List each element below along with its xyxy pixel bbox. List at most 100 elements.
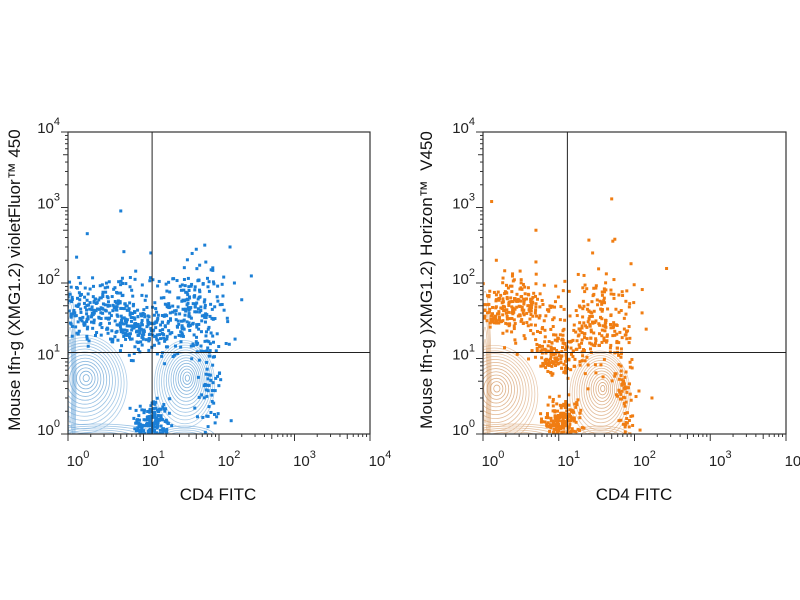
event-dot (510, 330, 514, 334)
event-dot (618, 390, 622, 394)
event-dot (163, 324, 167, 328)
event-dot (534, 338, 538, 342)
event-dot (94, 309, 98, 313)
event-dot (483, 308, 487, 312)
event-dot (565, 409, 569, 413)
contour-line (68, 326, 74, 434)
event-dot (597, 343, 601, 347)
event-dot (151, 333, 155, 337)
event-dot (34, 306, 37, 309)
event-dot (64, 315, 67, 318)
event-dot (119, 209, 123, 213)
event-dot (480, 302, 483, 305)
event-dot (104, 316, 108, 320)
contour-line (68, 337, 125, 430)
event-dot (125, 320, 129, 324)
contour-line (68, 429, 130, 434)
event-dot (154, 307, 158, 311)
event-dot (210, 399, 214, 403)
event-dot (167, 411, 171, 415)
event-dot (92, 308, 96, 312)
event-dot (77, 329, 81, 333)
event-dot (205, 339, 209, 343)
event-dot (135, 340, 139, 344)
contour-line (168, 354, 204, 406)
event-dot (455, 332, 458, 335)
event-dot (211, 363, 215, 367)
event-dot (555, 421, 559, 425)
event-dot (617, 419, 621, 423)
event-dot (520, 305, 524, 309)
event-dot (120, 294, 124, 298)
event-dot (173, 335, 177, 339)
event-dot (562, 402, 566, 406)
event-dot (203, 243, 207, 247)
event-dot (488, 325, 492, 329)
event-dot (558, 414, 562, 418)
event-dot (132, 351, 136, 355)
event-dot (593, 320, 597, 324)
event-dot (156, 414, 160, 418)
event-dot (505, 308, 509, 312)
event-dot (571, 429, 575, 433)
event-dot (556, 295, 560, 299)
event-dot (163, 339, 167, 343)
contour-line (68, 354, 108, 405)
event-dot (86, 344, 90, 348)
event-dot (569, 368, 573, 372)
event-dot (553, 414, 557, 418)
event-dot (525, 311, 529, 315)
event-dot (160, 314, 164, 318)
event-dot (217, 345, 221, 349)
event-dot (125, 329, 129, 333)
event-dot (153, 431, 157, 434)
event-dot (130, 328, 134, 332)
event-dot (68, 299, 72, 303)
event-dot (598, 323, 602, 327)
event-dot (125, 324, 129, 328)
event-dot (85, 303, 89, 307)
event-dot (629, 398, 633, 402)
event-dot (109, 314, 113, 318)
event-dot (615, 341, 619, 345)
event-dot (69, 285, 73, 289)
event-dot (461, 299, 464, 302)
event-dot (581, 315, 585, 319)
event-dot (609, 288, 613, 292)
event-dot (544, 351, 548, 355)
event-dot (70, 334, 74, 338)
event-dot (99, 317, 103, 321)
event-dot (523, 292, 527, 296)
event-dot (507, 324, 511, 328)
event-dot (213, 412, 217, 416)
event-dot (152, 435, 155, 438)
event-dot (211, 280, 215, 284)
event-dot (179, 319, 183, 323)
event-dot (542, 283, 546, 287)
event-dot (182, 288, 186, 292)
event-dot (594, 286, 598, 290)
event-dot (103, 303, 107, 307)
event-dot (140, 333, 144, 337)
event-dot (215, 415, 219, 419)
event-dot (514, 299, 518, 303)
event-dot (177, 333, 181, 337)
event-dot (148, 418, 152, 422)
event-dot (560, 424, 564, 428)
event-dot (76, 320, 80, 324)
event-dot (210, 307, 214, 311)
contour-line (68, 351, 111, 409)
event-dot (56, 301, 59, 304)
event-dot (508, 284, 512, 288)
event-dot (547, 361, 551, 365)
contour-line (68, 338, 73, 424)
event-dot (494, 293, 498, 297)
event-dot (534, 272, 538, 276)
event-dot (564, 400, 568, 404)
event-dot (131, 294, 135, 298)
event-dot (603, 301, 607, 305)
event-dot (78, 281, 82, 285)
event-dot (556, 413, 560, 417)
event-dot (589, 328, 593, 332)
event-dot (164, 407, 168, 411)
